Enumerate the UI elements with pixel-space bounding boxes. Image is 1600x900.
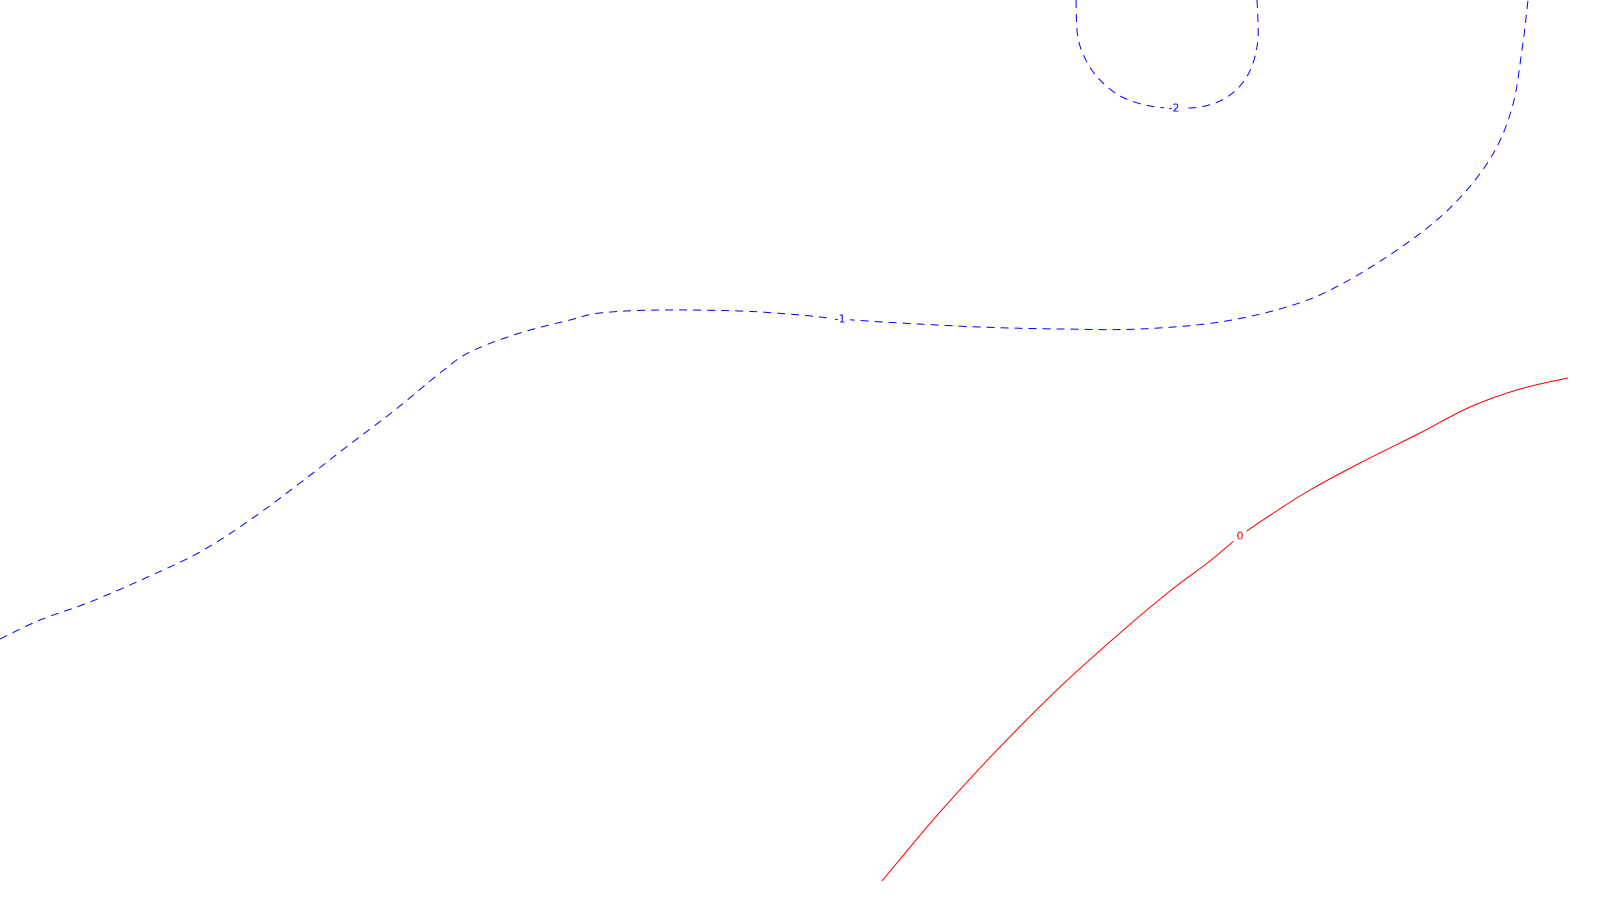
contour-label-background (1164, 101, 1184, 115)
contour-line-level-neg1 (0, 0, 1529, 640)
contour-label-background (830, 312, 850, 326)
contour-label-background (1233, 529, 1247, 543)
contour-lines (0, 0, 1569, 882)
contour-line-level-0 (881, 377, 1569, 882)
contour-label-level-0: 0 (1237, 530, 1244, 543)
contour-labels: -2 -1 0 (830, 101, 1247, 543)
contour-label-level-neg2: -2 (1169, 102, 1180, 115)
contour-label-level-neg1: -1 (835, 313, 846, 326)
